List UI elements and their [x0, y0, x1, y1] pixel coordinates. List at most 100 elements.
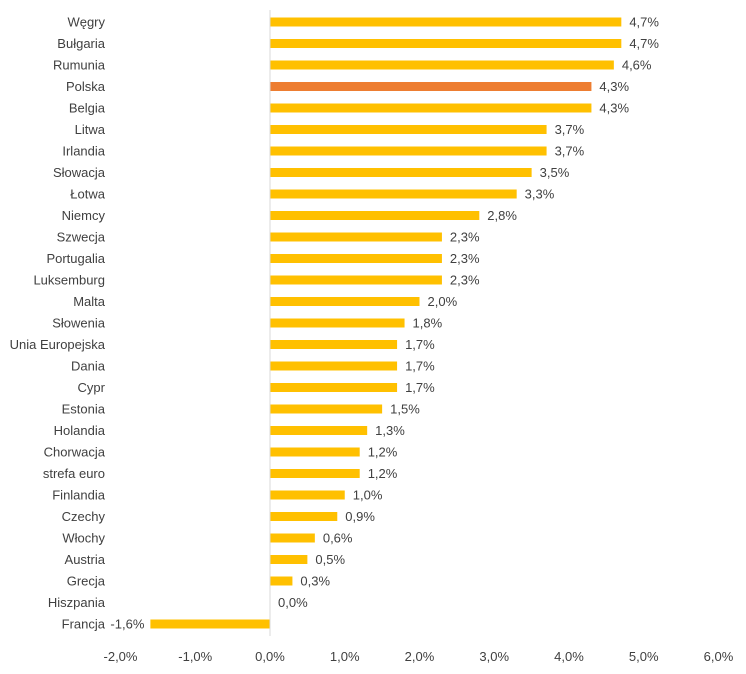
category-label: Słowacja — [53, 165, 106, 180]
x-tick-label: -1,0% — [178, 649, 212, 664]
bar — [270, 125, 547, 134]
bar — [270, 533, 315, 543]
bar — [270, 318, 405, 328]
bar — [270, 146, 547, 156]
category-label: Słowenia — [52, 316, 106, 331]
data-label: 4,3% — [599, 101, 629, 116]
bar — [270, 189, 517, 199]
bar — [270, 17, 622, 27]
x-tick-label: 3,0% — [479, 649, 509, 664]
data-label: 3,5% — [540, 165, 570, 180]
data-label: 0,3% — [300, 574, 330, 589]
category-label: Estonia — [62, 402, 106, 417]
bar — [270, 60, 614, 70]
category-label: Francja — [62, 617, 106, 632]
category-label: Austria — [65, 552, 106, 567]
bar — [270, 383, 398, 392]
bar — [270, 555, 308, 564]
bar — [270, 82, 592, 91]
data-label: 1,7% — [405, 337, 435, 352]
bar — [270, 469, 360, 478]
data-label: 4,6% — [622, 58, 652, 73]
category-label: Rumunia — [53, 58, 106, 73]
x-tick-label: 4,0% — [554, 649, 584, 664]
data-label: -1,6% — [110, 617, 144, 632]
data-label: 1,7% — [405, 380, 435, 395]
bar — [270, 340, 398, 349]
bar — [270, 275, 442, 285]
data-label: 0,6% — [323, 531, 353, 546]
bar — [270, 297, 420, 306]
bar — [270, 490, 345, 500]
category-label: Niemcy — [62, 208, 106, 223]
category-label: Finlandia — [52, 488, 106, 503]
data-label: 1,7% — [405, 359, 435, 374]
data-label: 0,0% — [278, 595, 308, 610]
category-label: Szwecja — [57, 230, 106, 245]
data-label: 3,7% — [555, 144, 585, 159]
category-label: Łotwa — [70, 187, 105, 202]
bar — [270, 103, 592, 113]
category-label: Portugalia — [46, 251, 105, 266]
x-axis-tick-labels: -2,0% -1,0% 0,0% 1,0% 2,0% 3,0% 4,0% 5,0% 6,0% — [104, 649, 734, 664]
bar — [270, 447, 360, 457]
category-label: strefa euro — [43, 466, 105, 481]
data-labels: 4,7% 4,7% 4,6% 4,3% 4,3% 3,7% 3,7% 3,5% 3,3% 2,8%… — [110, 15, 659, 632]
category-label: Dania — [71, 359, 106, 374]
category-label: Grecja — [67, 574, 106, 589]
data-label: 2,8% — [487, 208, 517, 223]
category-label: Belgia — [69, 101, 106, 116]
bar — [270, 361, 398, 371]
bar — [150, 619, 270, 629]
x-tick-label: -2,0% — [104, 649, 138, 664]
bar — [270, 404, 383, 414]
bar — [270, 39, 622, 48]
data-label: 1,2% — [368, 466, 398, 481]
category-label: Luksemburg — [33, 273, 105, 288]
bars-layer — [150, 17, 622, 629]
x-tick-label: 0,0% — [255, 649, 285, 664]
category-label: Holandia — [54, 423, 106, 438]
data-label: 2,3% — [450, 251, 480, 266]
category-label: Chorwacja — [44, 445, 106, 460]
category-label: Polska — [66, 79, 106, 94]
data-label: 1,8% — [413, 316, 443, 331]
data-label: 1,3% — [375, 423, 405, 438]
category-labels: Węgry Bułgaria Rumunia Polska Belgia Litwa Irl… — [10, 15, 106, 632]
data-label: 0,9% — [345, 509, 375, 524]
category-label: Unia Europejska — [10, 337, 106, 352]
category-label: Litwa — [75, 122, 106, 137]
x-tick-label: 6,0% — [704, 649, 734, 664]
bar — [270, 512, 338, 521]
bar — [270, 576, 293, 586]
data-label: 3,3% — [525, 187, 555, 202]
bar — [270, 254, 442, 263]
data-label: 2,0% — [428, 294, 458, 309]
data-label: 1,2% — [368, 445, 398, 460]
bar — [270, 232, 442, 242]
data-label: 1,0% — [353, 488, 383, 503]
x-tick-label: 2,0% — [405, 649, 435, 664]
category-label: Węgry — [67, 15, 105, 30]
category-label: Cypr — [78, 380, 106, 395]
category-label: Czechy — [62, 509, 106, 524]
data-label: 2,3% — [450, 230, 480, 245]
category-label: Bułgaria — [57, 36, 105, 51]
data-label: 0,5% — [315, 552, 345, 567]
data-label: 3,7% — [555, 122, 585, 137]
data-label: 4,7% — [629, 36, 659, 51]
data-label: 4,7% — [629, 15, 659, 30]
bar — [270, 168, 532, 177]
category-label: Irlandia — [62, 144, 105, 159]
data-label: 1,5% — [390, 402, 420, 417]
bar — [270, 426, 368, 435]
x-tick-label: 1,0% — [330, 649, 360, 664]
category-label: Włochy — [62, 531, 105, 546]
category-label: Malta — [73, 294, 106, 309]
x-tick-label: 5,0% — [629, 649, 659, 664]
data-label: 4,3% — [599, 79, 629, 94]
category-label: Hiszpania — [48, 595, 106, 610]
data-label: 2,3% — [450, 273, 480, 288]
bar — [270, 211, 480, 220]
